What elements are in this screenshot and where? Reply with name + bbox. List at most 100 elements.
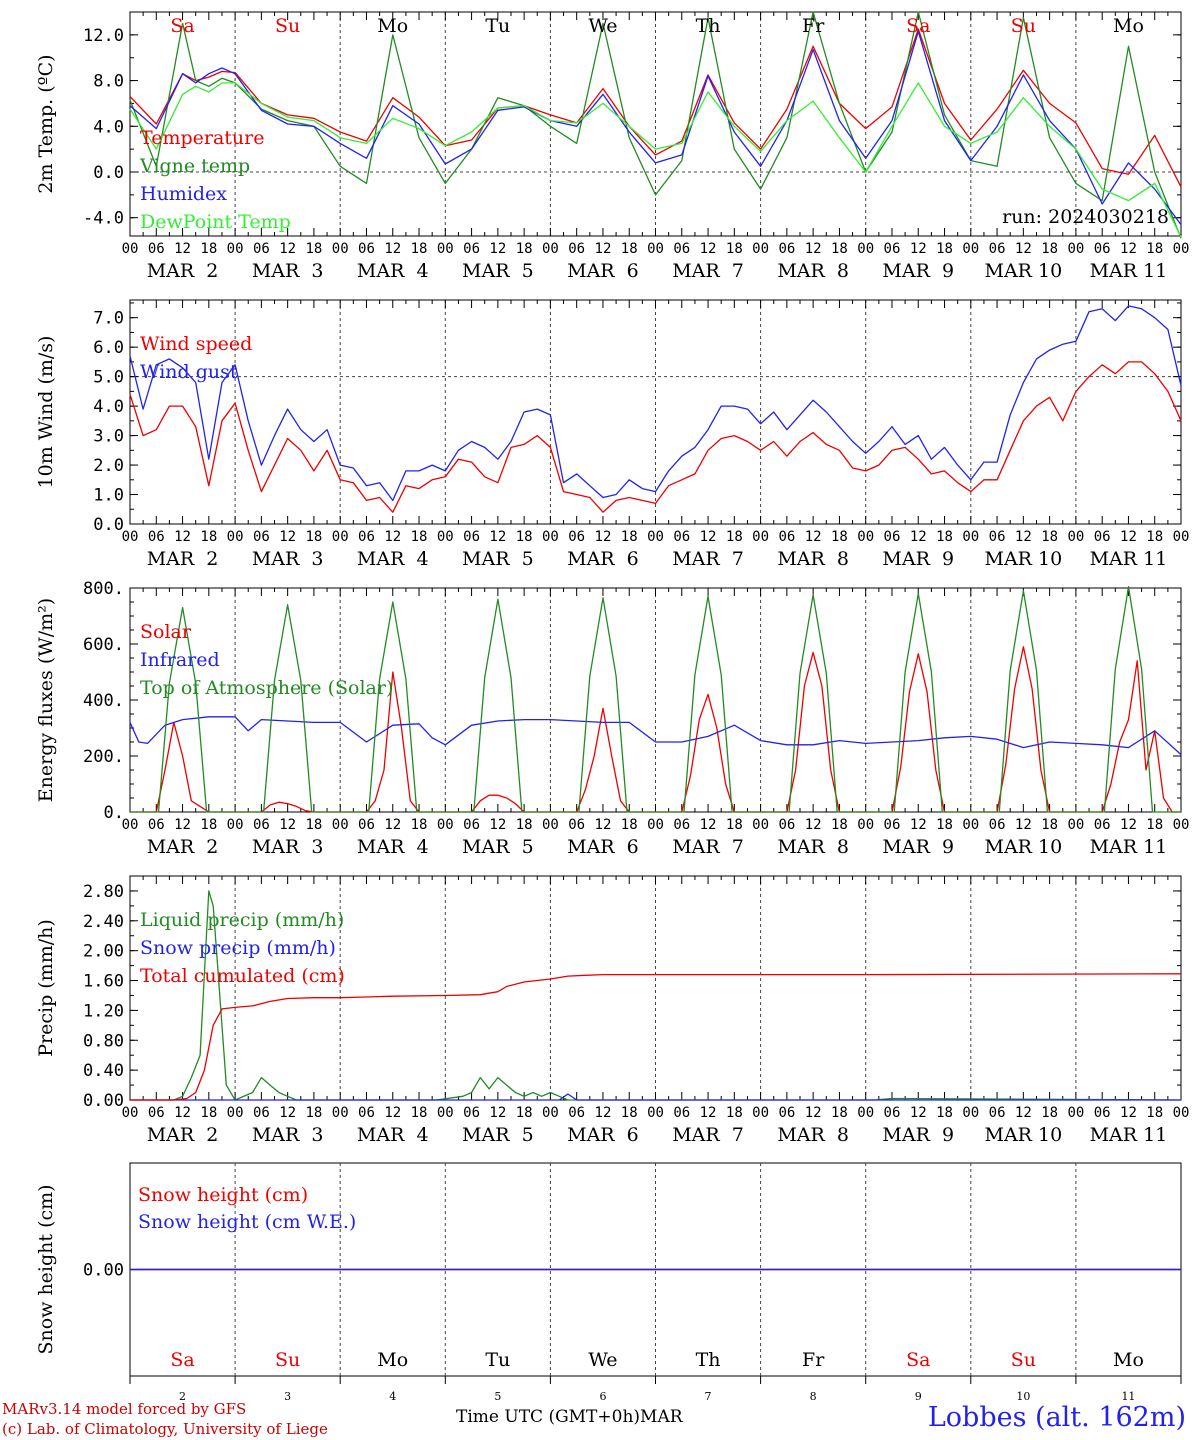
hour-tick-label: 00: [1067, 529, 1084, 545]
hour-tick-label: 00: [1173, 529, 1190, 545]
date-label: MAR 2: [147, 260, 219, 282]
date-label: MAR 5: [462, 260, 534, 282]
date-label: MAR 11: [1090, 836, 1168, 858]
legend-entry: Temperature: [140, 127, 264, 149]
legend-entry: Liquid precip (mm/h): [140, 909, 344, 931]
y-tick-label: 2.00: [83, 942, 124, 962]
hour-tick-label: 00: [332, 817, 349, 833]
hour-tick-label: 06: [253, 1105, 270, 1121]
legend-entry: Snow height (cm): [138, 1184, 308, 1206]
hour-tick-label: 12: [489, 1105, 506, 1121]
hour-tick-label: 06: [253, 241, 270, 257]
weekday-label-top: Sa: [170, 15, 194, 37]
hour-tick-label: 12: [1015, 241, 1032, 257]
date-label: MAR 10: [984, 1124, 1062, 1146]
weekday-label-bottom: Sa: [906, 1349, 930, 1371]
weekday-label-top: Mo: [1113, 15, 1144, 37]
hour-tick-label: 00: [542, 529, 559, 545]
date-label: MAR 9: [882, 548, 954, 570]
hour-tick-label: 06: [1094, 241, 1111, 257]
hour-tick-label: 18: [516, 529, 533, 545]
hour-tick-label: 12: [174, 817, 191, 833]
weekday-label-top: Fr: [802, 15, 825, 37]
hour-tick-label: 00: [122, 1105, 139, 1121]
panel-frame-energy: [129, 587, 1182, 813]
hour-tick-label: 06: [358, 529, 375, 545]
date-label: MAR 6: [567, 836, 639, 858]
legend-entry: DewPoint Temp: [140, 211, 291, 233]
hour-tick-label: 00: [227, 1105, 244, 1121]
hour-tick-label: 00: [647, 529, 664, 545]
y-tick-label: 0.: [104, 803, 124, 823]
hour-tick-label: 00: [437, 1105, 454, 1121]
hour-tick-label: 00: [437, 529, 454, 545]
date-label: MAR 6: [567, 1124, 639, 1146]
weekday-label-top: Su: [1011, 15, 1036, 37]
date-label: MAR 2: [147, 1124, 219, 1146]
hour-tick-label: 18: [1146, 1105, 1163, 1121]
hour-tick-label: 06: [673, 1105, 690, 1121]
hour-tick-label: 18: [1146, 817, 1163, 833]
hour-tick-label: 12: [910, 817, 927, 833]
y-tick-label: 400.: [83, 691, 124, 711]
hour-tick-label: 18: [516, 241, 533, 257]
legend-entry: Total cumulated (cm): [140, 965, 345, 987]
hour-tick-label: 06: [673, 529, 690, 545]
date-label: MAR 3: [252, 1124, 324, 1146]
hour-tick-label: 00: [752, 529, 769, 545]
hour-tick-label: 18: [200, 817, 217, 833]
hour-tick-label: 00: [122, 241, 139, 257]
hour-tick-label: 00: [752, 817, 769, 833]
hour-tick-label: 18: [411, 529, 428, 545]
hour-tick-label: 12: [279, 529, 296, 545]
hour-tick-label: 18: [411, 1105, 428, 1121]
legend-entry: Wind speed: [140, 333, 252, 355]
hour-tick-label: 00: [1173, 241, 1190, 257]
hour-tick-label: 00: [647, 817, 664, 833]
hour-tick-label: 18: [621, 817, 638, 833]
time-axis-title: Time UTC (GMT+0h): [456, 1407, 641, 1427]
hour-tick-label: 06: [463, 817, 480, 833]
series-line-dewpoint-temp: [129, 82, 1182, 238]
hour-tick-label: 12: [595, 1105, 612, 1121]
legend-entry: Infrared: [140, 649, 220, 671]
hour-tick-label: 12: [595, 529, 612, 545]
legend-entry: Humidex: [140, 183, 227, 205]
hour-tick-label: 06: [568, 529, 585, 545]
hour-tick-label: 00: [857, 529, 874, 545]
series-line-total-cumulated-cm-: [130, 973, 1182, 1101]
y-axis-label-snow: Snow height (cm): [35, 1184, 57, 1354]
y-tick-label: 1.0: [93, 486, 124, 506]
date-label: MAR 8: [777, 260, 849, 282]
hour-tick-label: 06: [463, 1105, 480, 1121]
hour-tick-label: 06: [148, 817, 165, 833]
hour-tick-label: 00: [227, 529, 244, 545]
date-label: MAR 8: [777, 1124, 849, 1146]
y-tick-label: 8.0: [93, 72, 124, 92]
y-tick-label: 0.0: [93, 163, 124, 183]
y-tick-label: 800.: [83, 579, 124, 599]
weekday-label-bottom: Fr: [802, 1349, 825, 1371]
weekday-label-top: Th: [696, 15, 721, 37]
series-line-wind-gust: [129, 305, 1182, 502]
hour-tick-label: 12: [910, 529, 927, 545]
y-tick-label: 3.0: [93, 427, 124, 447]
y-tick-label: 12.0: [83, 26, 124, 46]
bottom-day-number: 7: [705, 1390, 712, 1403]
hour-tick-label: 06: [884, 529, 901, 545]
hour-tick-label: 00: [1173, 817, 1190, 833]
hour-tick-label: 06: [358, 241, 375, 257]
date-label: MAR 2: [147, 548, 219, 570]
hour-tick-label: 06: [884, 1105, 901, 1121]
hour-tick-label: 00: [962, 529, 979, 545]
hour-tick-label: 06: [253, 817, 270, 833]
y-tick-label: 0.00: [83, 1091, 124, 1111]
model-credit: MARv3.14 model forced by GFS: [2, 1400, 247, 1418]
bottom-day-number: 4: [389, 1390, 396, 1403]
hour-tick-label: 12: [489, 241, 506, 257]
date-label: MAR 9: [882, 260, 954, 282]
hour-tick-label: 18: [411, 817, 428, 833]
hour-tick-label: 06: [673, 817, 690, 833]
date-label: MAR 5: [462, 1124, 534, 1146]
y-tick-label: 2.80: [83, 882, 124, 902]
